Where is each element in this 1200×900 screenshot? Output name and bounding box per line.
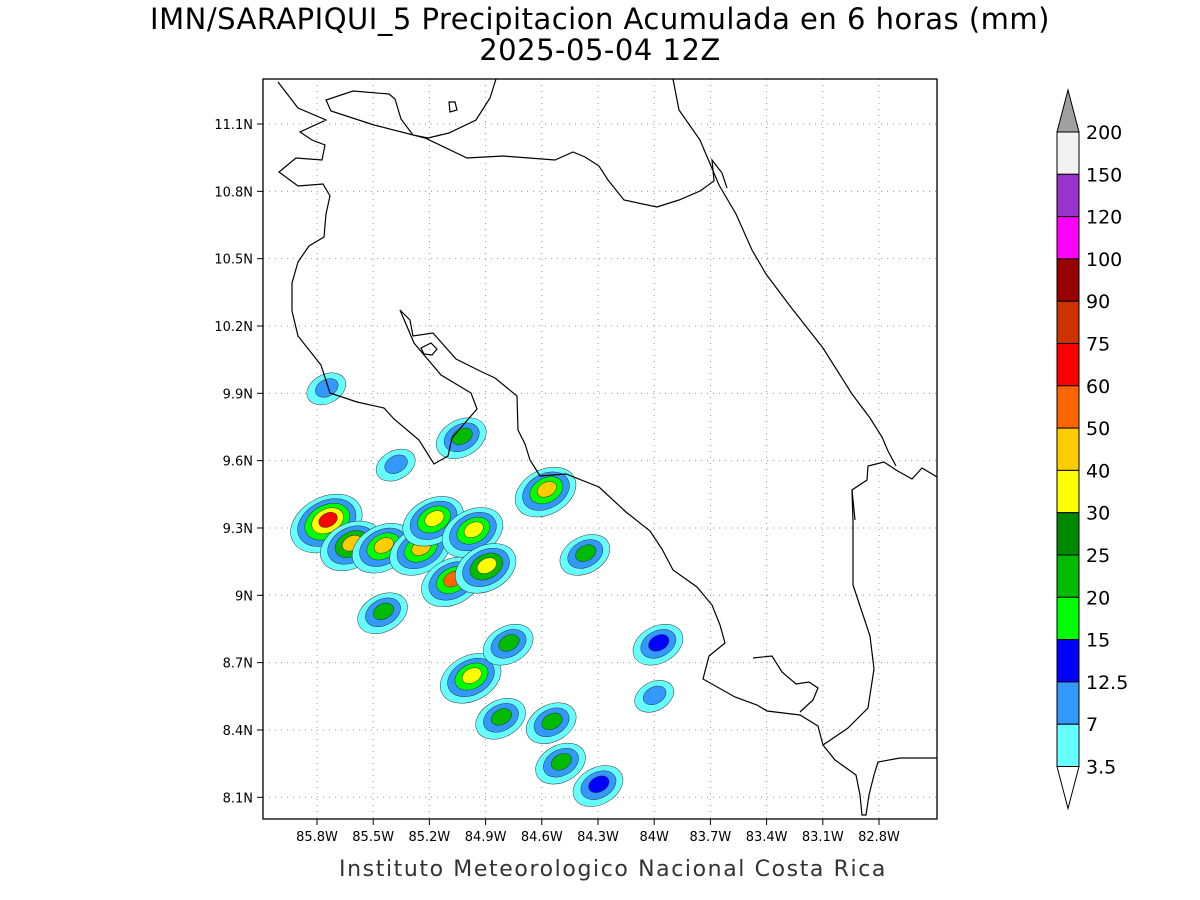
colorbar-under-arrow [1056, 766, 1080, 811]
lat-tick-label: 9.6N [223, 455, 253, 470]
precip-cell [535, 742, 586, 785]
lon-tick-label: 84.3W [577, 830, 619, 845]
precip-contour [643, 685, 667, 705]
lon-tick-label: 84.9W [465, 830, 507, 845]
precip-contour [372, 602, 394, 621]
lon-tick-label: 82.8W [858, 830, 900, 845]
map-axes: 85.8W 85.5W 85.2W 84.9W 84.6W 84.3W 84W 83.7W 83… [214, 118, 900, 845]
gridlines [263, 79, 937, 819]
colorbar-legend: 200 150 120 100 90 75 60 50 40 30 25 20 15 12.5 7 3.5 [1056, 88, 1128, 811]
colorbar-swatch [1056, 639, 1080, 683]
lat-tick-label: 9.3N [223, 522, 253, 537]
plot-frame [262, 78, 938, 820]
colorbar-label: 75 [1086, 334, 1110, 356]
precip-contour [318, 512, 338, 528]
colorbar-label: 7 [1086, 714, 1098, 736]
colorbar-swatch [1056, 596, 1080, 641]
precip-cell [475, 698, 526, 740]
precip-cell [482, 623, 534, 666]
colorbar-swatch [1056, 469, 1080, 514]
coastline [277, 79, 937, 816]
precipitation-field [290, 372, 684, 807]
precip-contour [373, 537, 394, 554]
colorbar-label: 40 [1086, 460, 1110, 482]
colorbar-swatch [1056, 131, 1080, 175]
lat-tick-label: 10.8N [214, 185, 253, 200]
precip-contour [536, 481, 557, 498]
lat-tick-label: 10.5N [214, 253, 253, 268]
colorbar-swatch [1056, 681, 1080, 725]
lon-tick-label: 83.4W [746, 830, 788, 845]
colorbar-label: 30 [1086, 503, 1110, 525]
colorbar-swatch [1056, 554, 1080, 598]
precip-contour [461, 667, 482, 684]
precip-contour [550, 753, 572, 771]
lon-tick-label: 83.1W [802, 830, 844, 845]
precip-contour [575, 544, 597, 562]
precip-cell [634, 680, 674, 713]
colorbar-swatch [1056, 343, 1080, 387]
lat-tick-label: 8.7N [223, 657, 253, 672]
precip-contour [384, 454, 408, 474]
precip-contour [315, 378, 339, 398]
precip-cell [632, 623, 684, 666]
precip-contour [476, 557, 497, 574]
lat-tick-label: 11.1N [214, 118, 253, 133]
colorbar-label: 20 [1086, 587, 1110, 609]
precip-cell [526, 702, 577, 744]
precip-cell [559, 534, 611, 576]
colorbar-swatch [1056, 216, 1080, 260]
colorbar-over-arrow [1056, 88, 1080, 133]
lat-tick-label: 8.4N [223, 724, 253, 739]
lon-tick-label: 83.7W [689, 830, 731, 845]
precip-cell [436, 417, 487, 459]
colorbar-label: 200 [1086, 122, 1122, 144]
colorbar-label: 90 [1086, 291, 1110, 313]
lon-tick-label: 85.8W [296, 830, 338, 845]
precip-contour [498, 634, 520, 652]
precip-cell [306, 372, 347, 406]
precip-cell [402, 496, 464, 547]
precip-cell [572, 765, 624, 807]
lon-tick-label: 84.6W [521, 830, 563, 845]
lon-tick-label: 84W [639, 830, 669, 845]
precip-cell [514, 466, 577, 518]
map-footer-credit: Instituto Meteorologico Nacional Costa R… [339, 857, 887, 882]
precip-contour [424, 510, 445, 527]
precip-cell [440, 653, 502, 704]
colorbar-swatch [1056, 427, 1080, 471]
precip-contour [463, 521, 484, 538]
precip-contour [541, 712, 563, 731]
colorbar-label: 15 [1086, 630, 1110, 652]
lon-tick-label: 85.2W [408, 830, 450, 845]
colorbar-swatch [1056, 723, 1080, 768]
precip-cell [357, 592, 408, 634]
colorbar-swatch [1056, 300, 1080, 345]
colorbar-label: 3.5 [1086, 757, 1116, 779]
lat-tick-label: 10.2N [214, 320, 253, 335]
precip-contour [648, 634, 670, 652]
precip-cell [455, 543, 517, 594]
lat-tick-label: 9.9N [223, 387, 253, 402]
colorbar-label: 12.5 [1086, 672, 1128, 694]
colorbar-label: 25 [1086, 545, 1110, 567]
colorbar-label: 150 [1086, 164, 1122, 186]
colorbar-swatch [1056, 258, 1080, 302]
colorbar-swatch [1056, 512, 1080, 556]
colorbar-label: 100 [1086, 249, 1122, 271]
colorbar-swatch [1056, 173, 1080, 218]
colorbar-label: 50 [1086, 418, 1110, 440]
precip-contour [588, 775, 610, 793]
map-title: IMN/SARAPIQUI_5 Precipitacion Acumulada … [150, 2, 1050, 36]
precip-contour [490, 708, 512, 726]
lat-tick-label: 9N [235, 589, 253, 604]
colorbar-label: 120 [1086, 207, 1122, 229]
colorbar-label: 60 [1086, 376, 1110, 398]
precip-cell [375, 448, 416, 482]
lon-tick-label: 85.5W [352, 830, 394, 845]
colorbar-swatch [1056, 385, 1080, 429]
map-subtitle: 2025-05-04 12Z [479, 33, 721, 67]
lat-tick-label: 8.1N [223, 791, 253, 806]
